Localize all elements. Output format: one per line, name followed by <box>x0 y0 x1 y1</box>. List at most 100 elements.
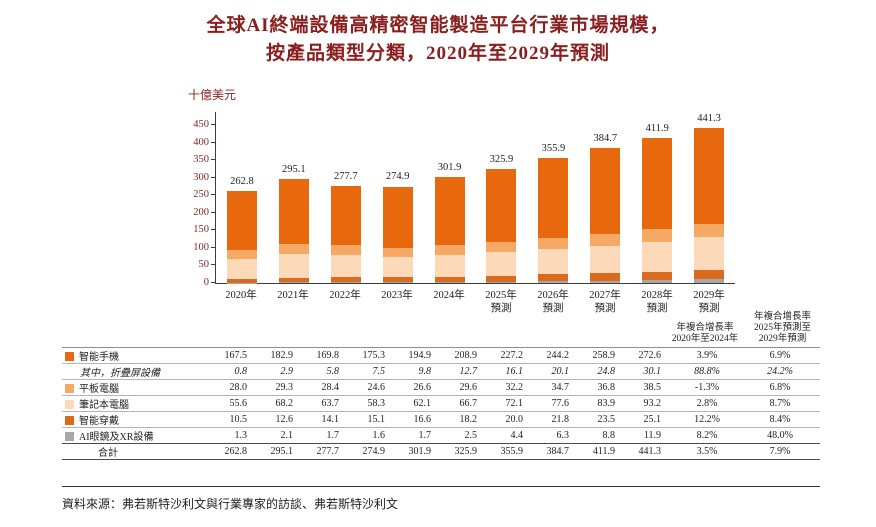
bar-segment-筆記本電腦 <box>226 259 257 279</box>
table-value-cell: 58.3 <box>367 398 386 409</box>
table-value-cell: 4.4 <box>510 430 524 441</box>
table-cagr-cell: 24.2% <box>767 366 793 377</box>
chart-title-line2: 按產品類型分類，2020年至2029年預測 <box>265 43 610 64</box>
table-row-智能穿戴: 智能穿戴 10.5 12.6 14.1 15.1 16.6 18.2 20.0 21.8 23.5… <box>62 411 820 428</box>
bar-total-label: 384.7 <box>593 132 618 144</box>
bar-segment-智能手機 <box>590 148 621 234</box>
cagr-header-line: 年複合增長率 <box>753 312 811 322</box>
bar-segment-智能穿戴 <box>434 276 465 283</box>
table-value-cell: 1.6 <box>372 430 386 441</box>
y-tick-mark <box>211 211 216 213</box>
table-value-cell: 24.8 <box>597 366 616 377</box>
x-axis-label-year: 2026年 <box>537 290 569 301</box>
table-value-cell: 295.1 <box>270 446 294 457</box>
table-value-cell: 12.6 <box>275 414 294 425</box>
bar-segment-AI眼鏡及XR設備 <box>330 282 361 283</box>
bar-segment-筆記本電腦 <box>590 245 621 274</box>
x-axis-label-forecast: 預測 <box>490 303 512 314</box>
legend-swatch-筆記本電腦 <box>65 400 74 409</box>
bar-segment-筆記本電腦 <box>278 253 309 278</box>
bar-segment-筆記本電腦 <box>382 256 413 278</box>
x-axis-label-year: 2021年 <box>277 290 309 301</box>
row-label-cell: 合計 <box>62 444 214 460</box>
table-cagr-cell: 2.8% <box>696 398 718 409</box>
row-label: 筆記本電腦 <box>79 400 129 411</box>
row-label: 合計 <box>98 448 118 459</box>
table-value-cell: 28.0 <box>229 382 248 393</box>
bar-segment-AI眼鏡及XR設備 <box>538 281 569 283</box>
bar-stack <box>226 190 257 283</box>
table-row-智能手機: 智能手機 167.5 182.9 169.8 175.3 194.9 208.9 227.2 2… <box>62 348 820 364</box>
y-tick-mark <box>211 246 216 248</box>
x-axis-label: 2028年 預測 <box>631 289 683 315</box>
bar-total-label: 411.9 <box>645 123 669 135</box>
table-cagr-cell: 88.8% <box>694 366 720 377</box>
table-value-cell: 7.5 <box>372 366 386 377</box>
data-table-body: 智能手機 167.5 182.9 169.8 175.3 194.9 208.9 227.2 2… <box>62 348 820 460</box>
bar-segment-平板電腦 <box>382 248 413 257</box>
y-tick-label: 50 <box>198 259 210 271</box>
row-label-cell: 其中，折疊屏設備 <box>62 364 214 380</box>
table-value-cell: 1.7 <box>326 430 340 441</box>
table-value-cell: 24.6 <box>367 382 386 393</box>
table-value-cell: 14.1 <box>321 414 340 425</box>
table-cagr-cell: 12.2% <box>694 414 720 425</box>
bar-segment-平板電腦 <box>538 237 569 250</box>
table-value-cell: 32.2 <box>505 382 524 393</box>
bar-segment-智能手機 <box>382 186 413 249</box>
bar-segment-智能手機 <box>694 128 725 224</box>
y-tick-label: 250 <box>193 189 209 201</box>
bar-segment-智能穿戴 <box>694 270 725 279</box>
table-value-cell: 38.5 <box>643 382 662 393</box>
table-value-cell: 15.1 <box>367 414 386 425</box>
bar-slot-2021年: 295.1 <box>268 112 320 283</box>
legend-swatch-AI眼鏡及XR設備 <box>65 432 74 441</box>
table-value-cell: 384.7 <box>546 446 570 457</box>
x-axis-label: 2023年 <box>371 289 423 315</box>
bar-segment-智能手機 <box>434 177 465 246</box>
bar-segment-智能手機 <box>226 190 257 250</box>
table-cagr-cell: 3.9% <box>696 350 718 361</box>
bar-segment-智能穿戴 <box>486 275 517 283</box>
row-label-cell: 智能手機 <box>62 348 214 364</box>
table-value-cell: 23.5 <box>597 414 616 425</box>
bar-segment-筆記本電腦 <box>694 237 725 271</box>
table-cagr-cell: -1.3% <box>694 382 720 393</box>
table-value-cell: 26.6 <box>413 382 432 393</box>
x-axis-label-year: 2025年 <box>485 290 517 301</box>
table-value-cell: 93.2 <box>643 398 662 409</box>
table-value-cell: 36.8 <box>597 382 616 393</box>
y-tick-label: 100 <box>193 241 209 253</box>
table-value-cell: 274.9 <box>362 446 386 457</box>
table-value-cell: 20.1 <box>551 366 570 377</box>
table-cagr-cell: 8.2% <box>696 430 718 441</box>
y-tick-mark <box>211 176 216 178</box>
table-value-cell: 175.3 <box>362 350 386 361</box>
x-axis-label-forecast: 預測 <box>594 303 616 314</box>
table-value-cell: 30.1 <box>643 366 662 377</box>
table-value-cell: 11.9 <box>643 430 661 441</box>
bar-segment-智能穿戴 <box>330 277 361 283</box>
row-label: 平板電腦 <box>79 384 119 395</box>
bar-segment-平板電腦 <box>642 229 673 243</box>
bar-segment-平板電腦 <box>486 241 517 253</box>
y-tick-mark <box>211 141 216 143</box>
table-value-cell: 62.1 <box>413 398 432 409</box>
y-tick-mark <box>211 229 216 231</box>
table-value-cell: 277.7 <box>316 446 340 457</box>
bar-segment-智能穿戴 <box>538 274 569 282</box>
bar-stack <box>486 168 517 283</box>
bar-segment-AI眼鏡及XR設備 <box>434 282 465 283</box>
bar-segment-AI眼鏡及XR設備 <box>694 278 725 283</box>
table-cagr-cell: 6.8% <box>769 382 791 393</box>
bar-segment-智能穿戴 <box>278 277 309 283</box>
table-row-其中，折疊屏設備: 其中，折疊屏設備 0.8 2.9 5.8 7.5 9.8 12.7 16.1 20.1 24.8 3… <box>62 363 820 380</box>
bar-total-label: 355.9 <box>541 143 566 155</box>
x-axis-label: 2024年 <box>423 289 475 315</box>
bar-slot-2025年: 325.9 <box>476 112 528 283</box>
table-value-cell: 10.5 <box>229 414 248 425</box>
table-value-cell: 194.9 <box>408 350 432 361</box>
y-tick-mark <box>211 282 216 283</box>
source-note: 資料來源：弗若斯特沙利文與行業專家的訪談、弗若斯特沙利文 <box>62 497 399 511</box>
x-axis-label-year: 2029年 <box>693 290 725 301</box>
